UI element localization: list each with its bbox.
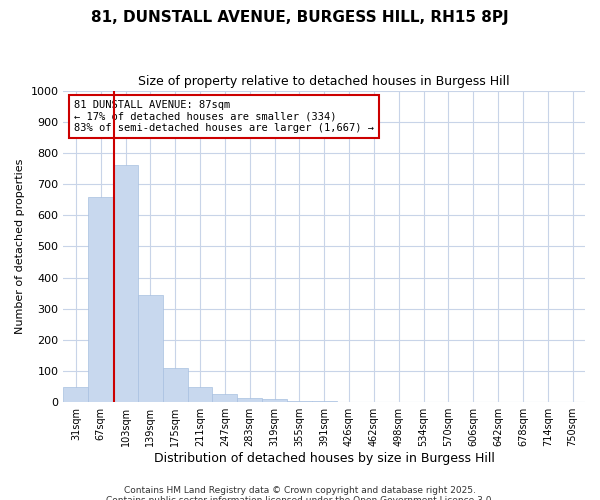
Bar bbox=[113, 166, 138, 402]
Y-axis label: Number of detached properties: Number of detached properties bbox=[15, 158, 25, 334]
Text: 81, DUNSTALL AVENUE, BURGESS HILL, RH15 8PJ: 81, DUNSTALL AVENUE, BURGESS HILL, RH15 … bbox=[91, 10, 509, 25]
Bar bbox=[163, 368, 188, 402]
Bar bbox=[138, 294, 163, 402]
Bar bbox=[262, 399, 287, 402]
Bar bbox=[188, 386, 212, 402]
Bar bbox=[312, 400, 337, 402]
Bar bbox=[287, 400, 312, 402]
Title: Size of property relative to detached houses in Burgess Hill: Size of property relative to detached ho… bbox=[139, 75, 510, 88]
Text: 81 DUNSTALL AVENUE: 87sqm
← 17% of detached houses are smaller (334)
83% of semi: 81 DUNSTALL AVENUE: 87sqm ← 17% of detac… bbox=[74, 100, 374, 133]
Bar bbox=[212, 394, 237, 402]
Bar bbox=[237, 398, 262, 402]
Text: Contains public sector information licensed under the Open Government Licence 3.: Contains public sector information licen… bbox=[106, 496, 494, 500]
Bar bbox=[64, 386, 88, 402]
X-axis label: Distribution of detached houses by size in Burgess Hill: Distribution of detached houses by size … bbox=[154, 452, 494, 465]
Text: Contains HM Land Registry data © Crown copyright and database right 2025.: Contains HM Land Registry data © Crown c… bbox=[124, 486, 476, 495]
Bar bbox=[88, 196, 113, 402]
